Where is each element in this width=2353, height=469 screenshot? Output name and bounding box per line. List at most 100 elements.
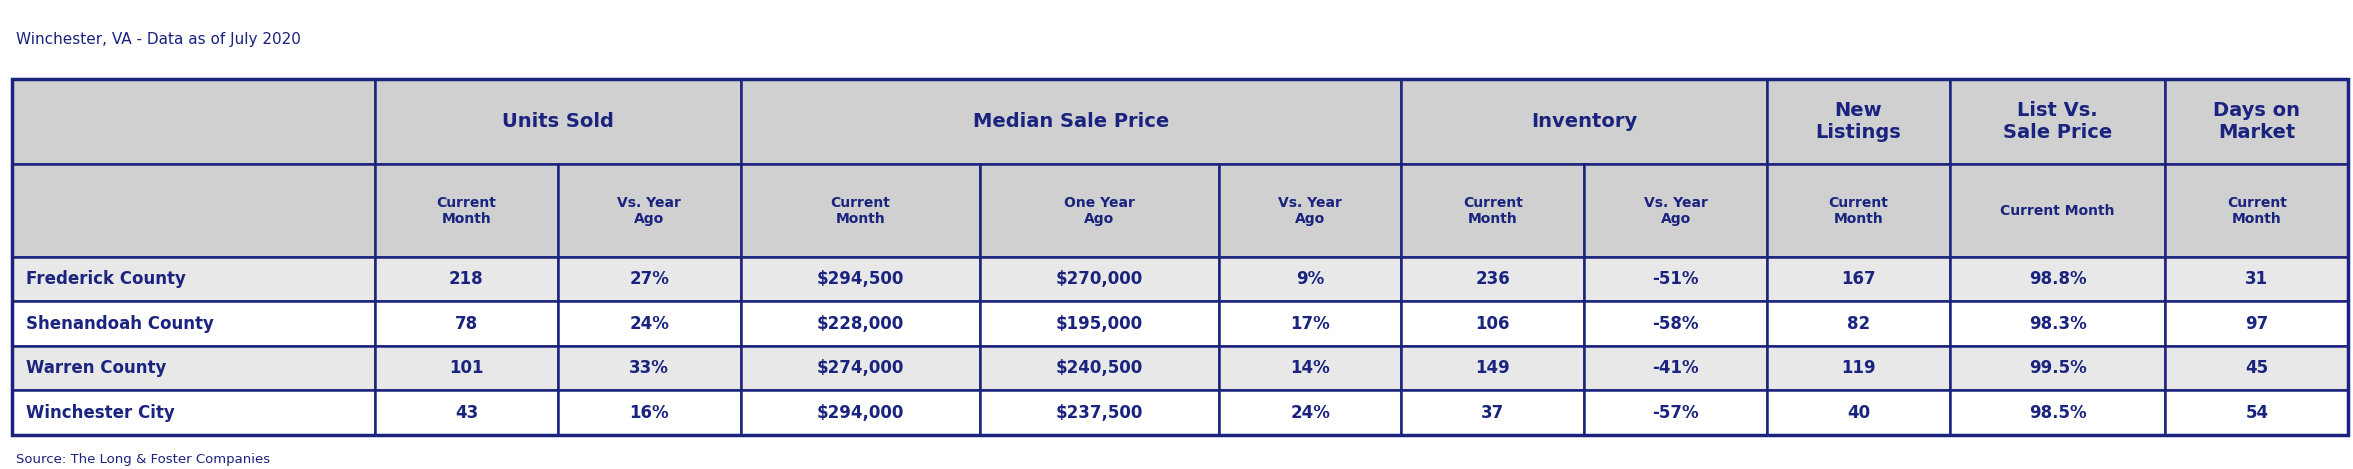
Bar — [1402, 257, 1584, 302]
Bar — [558, 346, 741, 390]
Bar — [1767, 79, 1951, 165]
Bar — [558, 390, 741, 435]
Text: Current
Month: Current Month — [1828, 196, 1889, 226]
Text: 236: 236 — [1475, 270, 1511, 288]
Bar — [12, 257, 374, 302]
Text: 119: 119 — [1840, 359, 1875, 377]
Text: 9%: 9% — [1297, 270, 1325, 288]
Bar — [12, 165, 374, 257]
Bar — [2165, 302, 2348, 346]
Text: 14%: 14% — [1289, 359, 1329, 377]
Text: $240,500: $240,500 — [1056, 359, 1144, 377]
Text: $228,000: $228,000 — [816, 315, 904, 333]
Bar — [979, 390, 1219, 435]
Bar — [1584, 346, 1767, 390]
Bar — [1767, 346, 1951, 390]
Bar — [1584, 257, 1767, 302]
Bar — [1951, 257, 2165, 302]
Bar — [741, 346, 979, 390]
Text: Vs. Year
Ago: Vs. Year Ago — [616, 196, 680, 226]
Text: 218: 218 — [449, 270, 485, 288]
Text: 24%: 24% — [1289, 403, 1329, 422]
Text: Current
Month: Current Month — [831, 196, 889, 226]
Bar — [1584, 302, 1767, 346]
Text: Current Month: Current Month — [2000, 204, 2115, 218]
Bar — [374, 79, 741, 165]
Bar — [1219, 257, 1402, 302]
Text: 82: 82 — [1847, 315, 1871, 333]
Bar — [1219, 390, 1402, 435]
Bar — [1219, 346, 1402, 390]
Text: Vs. Year
Ago: Vs. Year Ago — [1645, 196, 1708, 226]
Bar — [1584, 390, 1767, 435]
Text: Units Sold: Units Sold — [501, 112, 614, 131]
Bar — [1402, 79, 1767, 165]
Text: 99.5%: 99.5% — [2028, 359, 2087, 377]
Bar — [374, 257, 558, 302]
Text: 78: 78 — [454, 315, 478, 333]
Text: New
Listings: New Listings — [1817, 101, 1901, 142]
Bar — [1951, 390, 2165, 435]
Bar — [1951, 79, 2165, 165]
Text: Days on
Market: Days on Market — [2214, 101, 2301, 142]
Text: Source: The Long & Foster Companies: Source: The Long & Foster Companies — [16, 454, 271, 466]
Text: $195,000: $195,000 — [1056, 315, 1144, 333]
Bar — [12, 390, 374, 435]
Bar — [1767, 390, 1951, 435]
Text: 54: 54 — [2245, 403, 2268, 422]
Bar — [2165, 390, 2348, 435]
Bar — [12, 79, 2348, 435]
Bar — [1402, 165, 1584, 257]
Bar — [741, 302, 979, 346]
Bar — [1951, 346, 2165, 390]
Text: 17%: 17% — [1289, 315, 1329, 333]
Text: -58%: -58% — [1652, 315, 1699, 333]
Bar — [12, 79, 374, 165]
Bar — [1767, 257, 1951, 302]
Text: 31: 31 — [2245, 270, 2268, 288]
Bar — [12, 346, 374, 390]
Text: 98.3%: 98.3% — [2028, 315, 2087, 333]
Text: Median Sale Price: Median Sale Price — [972, 112, 1169, 131]
Text: -57%: -57% — [1652, 403, 1699, 422]
Text: Current
Month: Current Month — [435, 196, 496, 226]
Text: 33%: 33% — [628, 359, 668, 377]
Bar — [558, 257, 741, 302]
Bar — [979, 257, 1219, 302]
Bar — [12, 302, 374, 346]
Bar — [2165, 165, 2348, 257]
Bar — [374, 165, 558, 257]
Bar — [741, 257, 979, 302]
Text: $294,500: $294,500 — [816, 270, 904, 288]
Text: Winchester, VA - Data as of July 2020: Winchester, VA - Data as of July 2020 — [16, 31, 301, 46]
Text: -51%: -51% — [1652, 270, 1699, 288]
Text: $294,000: $294,000 — [816, 403, 904, 422]
Text: 149: 149 — [1475, 359, 1511, 377]
Bar — [741, 165, 979, 257]
Text: Shenandoah County: Shenandoah County — [26, 315, 214, 333]
Text: 37: 37 — [1482, 403, 1504, 422]
Text: Inventory: Inventory — [1532, 112, 1638, 131]
Bar — [1951, 302, 2165, 346]
Bar — [374, 346, 558, 390]
Bar — [1402, 390, 1584, 435]
Bar — [1219, 165, 1402, 257]
Text: 106: 106 — [1475, 315, 1511, 333]
Text: 43: 43 — [454, 403, 478, 422]
Bar — [2165, 257, 2348, 302]
Bar — [979, 165, 1219, 257]
Bar — [979, 346, 1219, 390]
Text: 16%: 16% — [628, 403, 668, 422]
Bar — [1402, 302, 1584, 346]
Text: 24%: 24% — [628, 315, 668, 333]
Text: 167: 167 — [1840, 270, 1875, 288]
Bar — [374, 390, 558, 435]
Bar — [1767, 302, 1951, 346]
Text: 97: 97 — [2245, 315, 2268, 333]
Bar — [2165, 79, 2348, 165]
Text: Vs. Year
Ago: Vs. Year Ago — [1278, 196, 1341, 226]
Text: 98.8%: 98.8% — [2028, 270, 2087, 288]
Bar — [979, 302, 1219, 346]
Bar — [741, 79, 1402, 165]
Text: 40: 40 — [1847, 403, 1871, 422]
